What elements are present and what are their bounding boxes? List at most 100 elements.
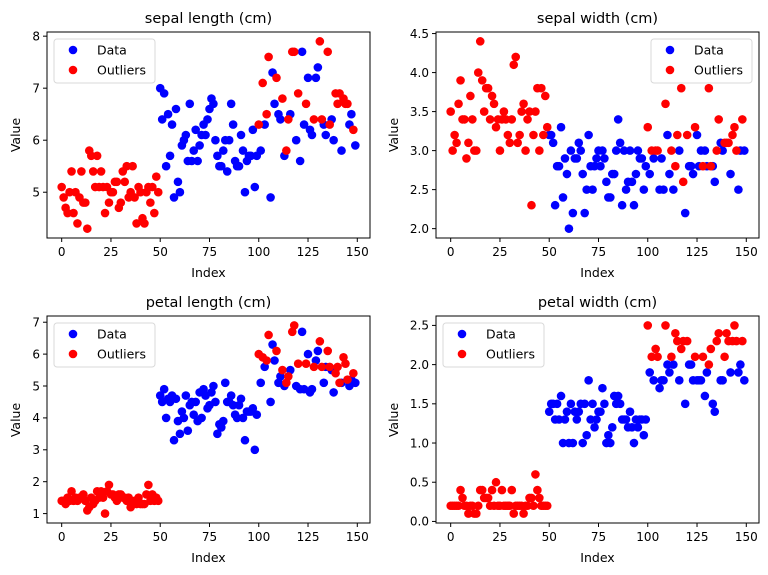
data-point [222,167,232,176]
outlier-point [341,359,350,368]
data-point [659,185,668,194]
legend: Data Outliers [442,322,545,368]
outlier-point [293,359,303,368]
data-point [161,413,171,423]
outlier-point [325,120,335,129]
data-point [256,378,266,388]
outlier-point [487,485,497,495]
data-point [240,435,250,445]
outlier-point [540,91,550,101]
outlier-point [676,344,686,354]
data-point [596,161,605,171]
data-point [686,161,696,171]
data-point [183,426,193,435]
data-point [655,383,664,393]
data-point [631,169,641,179]
legend-label-data: Data [97,43,127,58]
data-point [252,410,262,420]
data-point [209,381,218,391]
outlier-point [153,496,163,506]
legend-marker-data [665,45,675,55]
outlier-point [130,193,139,202]
y-tick-label: 0.5 [410,476,429,490]
x-tick-label: 25 [103,530,118,544]
outlier-point [473,501,483,511]
outlier-point [542,122,552,132]
legend-marker-data [457,329,467,339]
data-point [250,182,260,192]
data-point [558,438,568,448]
outlier-point [333,362,342,372]
data-point [546,130,556,140]
legend-marker-outliers [68,65,78,75]
data-point [171,394,181,404]
outlier-point [730,122,739,132]
outlier-point [454,501,463,511]
data-point [329,135,338,145]
outlier-point [333,99,342,109]
data-point [633,423,643,432]
data-point [337,146,346,155]
y-tick-label: 7 [32,81,40,95]
outlier-point [446,107,455,116]
y-tick-label: 5 [32,379,40,393]
outlier-point [301,99,311,109]
axes-border [435,315,760,524]
outlier-point [153,187,163,197]
outlier-point [527,200,536,210]
outlier-point [523,115,532,124]
data-point [621,185,631,194]
x-ticks: 0 25 50 75 100 125 150 [447,238,758,259]
outlier-point [254,120,264,129]
data-point [665,368,674,377]
outlier-point [104,198,114,207]
data-point [165,151,175,161]
outlier-point [531,470,540,479]
outlier-point [505,138,515,148]
outlier-point [343,375,352,384]
data-point [248,404,258,413]
data-point [218,146,228,155]
data-point [688,169,698,179]
outlier-point [349,125,358,135]
outlier-point [460,115,469,124]
data-point [201,130,210,140]
y-tick-label: 3 [32,443,40,457]
data-point [726,368,735,377]
outlier-point [284,372,293,381]
outlier-point [738,115,747,124]
outlier-point [112,177,122,187]
subplot-petal-length: petal length (cm) Index Value 0 25 50 75 100… [8,295,371,565]
outlier-point [483,83,493,93]
data-point [566,146,576,155]
y-ticks: 1 2 3 4 5 6 7 [32,316,47,521]
x-tick-label: 100 [636,530,659,544]
data-point [692,130,702,140]
outlier-point [673,130,682,140]
outlier-point [495,146,505,155]
data-point [299,120,309,129]
outlier-point [309,362,319,372]
outlier-point [81,198,90,207]
data-point [649,376,658,385]
outlier-point [653,146,662,155]
outlier-point [450,130,459,140]
data-point [615,399,625,409]
y-tick-label: 1.5 [410,397,429,411]
data-point [228,120,238,129]
outlier-point [678,177,688,187]
legend-marker-data [68,329,78,339]
data-point [718,376,727,385]
outlier-point [706,161,716,171]
data-point [276,115,285,124]
data-point [167,120,177,129]
data-point [696,376,706,385]
data-point [627,177,637,187]
outlier-point [535,146,544,155]
data-point [665,169,674,179]
x-tick-label: 150 [735,245,758,259]
outlier-point [136,187,145,197]
data-point [700,391,710,401]
legend-box [650,38,753,84]
x-tick-label: 100 [247,530,270,544]
